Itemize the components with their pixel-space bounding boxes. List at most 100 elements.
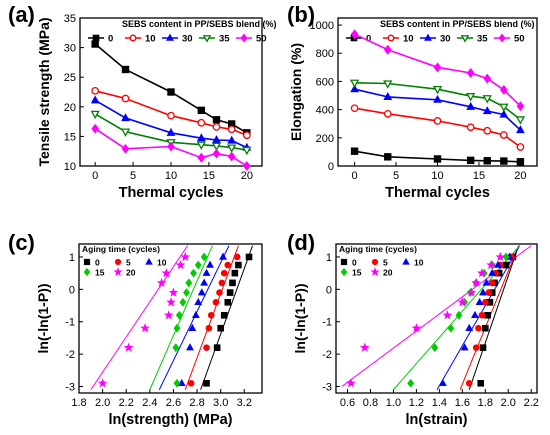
data-point <box>121 113 130 122</box>
data-point <box>167 141 175 152</box>
data-point <box>233 253 241 261</box>
data-point <box>466 101 476 110</box>
data-point <box>502 261 510 269</box>
data-point <box>477 379 485 387</box>
y-tick-label: -3 <box>322 382 332 394</box>
data-point <box>516 158 525 166</box>
y-tick-label: -2 <box>65 349 75 361</box>
data-point <box>121 65 130 74</box>
data-point <box>194 297 203 306</box>
data-point <box>488 279 496 287</box>
y-tick-label: 30 <box>64 43 76 55</box>
legend-marker <box>240 33 248 43</box>
chart-panel: (d) 0.6 0.8 1.0 1.2 1.4 1.6 1.8 2.0 2.2 -3 -2 -1 0 1 ln… <box>287 230 539 428</box>
data-point <box>161 268 172 278</box>
data-point <box>516 125 525 134</box>
legend-label: 0 <box>108 34 113 45</box>
legend-title: Aging time (cycles) <box>339 244 417 254</box>
legend-marker <box>166 33 174 41</box>
data-point <box>173 378 181 388</box>
legend-label: 50 <box>514 34 525 45</box>
data-point <box>479 344 487 351</box>
legend-marker <box>498 33 506 43</box>
data-point <box>433 94 442 103</box>
fit-line <box>468 245 520 390</box>
data-point <box>188 323 197 331</box>
data-point <box>432 85 443 95</box>
x-tick-label: 20 <box>514 170 526 182</box>
panel-label: (c) <box>8 230 35 255</box>
panel-label: (d) <box>287 230 315 255</box>
legend-marker <box>129 34 137 42</box>
y-tick-label: -1 <box>322 317 332 329</box>
data-point <box>121 94 130 103</box>
data-point <box>466 156 475 165</box>
data-point <box>235 261 242 269</box>
series-line <box>354 107 521 148</box>
panel-label: (b) <box>287 2 315 27</box>
data-point <box>185 278 193 288</box>
data-point <box>224 261 232 269</box>
data-point <box>472 344 480 351</box>
data-point <box>433 155 442 163</box>
data-point <box>226 289 234 296</box>
legend-marker <box>114 258 122 266</box>
legend-title: SEBS content in PP/SEBS blend (%) <box>380 19 535 29</box>
legend-marker <box>460 35 470 43</box>
legend-marker <box>371 258 379 266</box>
data-point <box>167 88 175 96</box>
plot-frame <box>335 243 538 394</box>
legend-marker <box>83 258 91 266</box>
data-point <box>495 251 506 262</box>
data-point <box>465 379 473 387</box>
x-tick-label: 10 <box>431 170 443 182</box>
data-point <box>175 259 186 270</box>
legend-label: 5 <box>126 258 131 268</box>
y-tick-label: -1 <box>65 317 75 329</box>
data-point <box>123 342 134 352</box>
x-tick-label: 2.0 <box>95 397 110 409</box>
data-point <box>91 86 100 95</box>
legend-label: 20 <box>126 268 136 278</box>
y-tick-label: -2 <box>322 349 332 361</box>
data-point <box>205 324 213 332</box>
legend-marker <box>340 258 348 266</box>
legend-title: Aging time (cycles) <box>82 244 160 254</box>
data-point <box>218 279 226 287</box>
data-point <box>466 123 475 132</box>
data-point <box>187 379 195 387</box>
legend-label: 0 <box>352 258 357 268</box>
data-point <box>494 260 502 268</box>
data-point <box>197 152 206 163</box>
data-point <box>466 93 476 102</box>
data-point <box>384 153 392 161</box>
data-point <box>211 142 222 152</box>
data-point <box>457 297 468 307</box>
data-point <box>163 310 174 320</box>
y-tick-label: 15 <box>64 131 76 143</box>
legend-label: 10 <box>414 258 424 268</box>
x-tick-label: 2.8 <box>189 397 204 409</box>
legend-label: 35 <box>477 34 488 45</box>
data-point <box>212 116 221 124</box>
legend-marker <box>402 257 410 265</box>
legend-marker <box>113 267 123 276</box>
data-point <box>346 378 356 388</box>
y-tick-label: 10 <box>64 161 76 173</box>
data-point <box>197 288 206 296</box>
data-point <box>359 342 370 352</box>
data-point <box>172 343 180 353</box>
data-point <box>484 311 491 319</box>
data-point <box>350 84 359 93</box>
data-point <box>97 378 108 388</box>
data-point <box>219 252 227 260</box>
legend-label: 0 <box>95 258 100 268</box>
x-tick-label: 2.6 <box>166 397 181 409</box>
data-point <box>179 297 187 307</box>
data-point <box>212 148 221 159</box>
legend-title: SEBS content in PP/SEBS blend (%) <box>122 19 277 29</box>
data-point <box>190 268 197 278</box>
x-tick-label: 1.4 <box>432 397 447 409</box>
data-point <box>471 277 481 287</box>
